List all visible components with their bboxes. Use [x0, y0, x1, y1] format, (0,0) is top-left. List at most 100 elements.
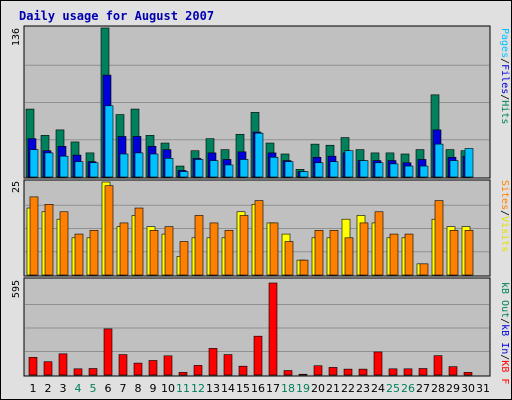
- bar-pages-day-13: [209, 160, 219, 178]
- legend-kb-in: kB In: [499, 324, 510, 354]
- x-tick-day-20: 20: [311, 382, 325, 395]
- x-tick-day-15: 15: [236, 382, 250, 395]
- bar-pages-day-19: [299, 171, 309, 178]
- bar-kbf-day-1: [28, 357, 38, 376]
- bar-pages-day-5: [89, 162, 99, 178]
- bar-sites-day-4: [74, 233, 84, 276]
- bar-kbf-day-23: [358, 368, 368, 376]
- x-tick-day-24: 24: [371, 382, 385, 395]
- x-tick-day-17: 17: [266, 382, 280, 395]
- legend-sep-4: /: [499, 354, 510, 360]
- bar-pages-day-11: [179, 171, 189, 178]
- legend-sep-2: /: [499, 94, 510, 100]
- bar-pages-day-15: [239, 159, 249, 178]
- bar-sites-day-13: [209, 222, 219, 276]
- legend-files: Files: [499, 64, 510, 94]
- legend-kb-f: KB F: [499, 360, 510, 384]
- bar-sites-day-7: [119, 222, 129, 276]
- bar-sites-day-10: [164, 226, 174, 276]
- bar-kbf-day-7: [118, 354, 128, 376]
- legend-sep-1: /: [499, 58, 510, 64]
- bar-pages-day-29: [449, 160, 459, 178]
- bar-sites-day-24: [374, 211, 384, 276]
- bar-sites-day-3: [59, 211, 69, 276]
- x-tick-day-7: 7: [120, 382, 127, 395]
- bar-sites-day-21: [329, 230, 339, 276]
- bar-kbf-day-28: [433, 355, 443, 376]
- bar-kbf-day-12: [193, 365, 203, 376]
- bar-pages-day-2: [44, 152, 54, 178]
- x-tick-day-27: 27: [416, 382, 430, 395]
- bar-kbf-day-13: [208, 348, 218, 376]
- bar-sites-day-30: [464, 230, 474, 276]
- bar-pages-day-6: [104, 105, 114, 178]
- bar-sites-day-18: [284, 241, 294, 276]
- bar-pages-day-30: [464, 148, 474, 178]
- x-tick-day-28: 28: [431, 382, 445, 395]
- bar-kbf-day-24: [373, 351, 383, 376]
- bar-sites-day-23: [359, 222, 369, 276]
- bar-sites-day-14: [224, 230, 234, 276]
- bar-pages-day-23: [359, 160, 369, 178]
- bar-pages-day-3: [59, 155, 69, 178]
- bar-sites-day-9: [149, 230, 159, 276]
- bar-sites-day-12: [194, 215, 204, 276]
- bar-pages-day-20: [314, 162, 324, 178]
- legend-sites: Sites: [499, 180, 510, 210]
- x-tick-day-18: 18: [281, 382, 295, 395]
- bar-kbf-day-27: [418, 368, 428, 376]
- x-tick-day-13: 13: [206, 382, 220, 395]
- x-tick-day-2: 2: [45, 382, 52, 395]
- x-tick-day-8: 8: [135, 382, 142, 395]
- bar-sites-day-16: [254, 200, 264, 276]
- bar-kbf-day-25: [388, 368, 398, 376]
- bar-sites-day-17: [269, 222, 279, 276]
- bar-kbf-day-15: [238, 365, 248, 376]
- bar-pages-day-16: [254, 132, 264, 178]
- bar-pages-day-8: [134, 152, 144, 178]
- x-tick-day-1: 1: [30, 382, 37, 395]
- y-max-top: 136: [11, 28, 22, 46]
- x-tick-day-6: 6: [105, 382, 112, 395]
- x-tick-day-3: 3: [60, 382, 67, 395]
- bar-pages-day-27: [419, 165, 429, 178]
- bar-pages-day-9: [149, 153, 159, 178]
- bar-kbf-day-11: [178, 372, 188, 376]
- bar-kbf-day-29: [448, 366, 458, 376]
- bar-pages-day-4: [74, 161, 84, 178]
- bar-sites-day-1: [29, 196, 39, 276]
- bar-sites-day-20: [314, 230, 324, 276]
- bar-pages-day-25: [389, 163, 399, 178]
- bar-kbf-day-20: [313, 365, 323, 376]
- bar-pages-day-22: [344, 150, 354, 178]
- bar-sites-day-2: [44, 204, 54, 276]
- x-tick-day-21: 21: [326, 382, 340, 395]
- bar-sites-day-8: [134, 207, 144, 276]
- page-title: Daily usage for August 2007: [19, 9, 215, 23]
- legend-sep-3: /: [499, 210, 510, 216]
- bar-pages-day-24: [374, 162, 384, 178]
- bar-kbf-day-14: [223, 354, 233, 376]
- bar-kbf-day-18: [283, 370, 293, 376]
- x-tick-day-12: 12: [191, 382, 205, 395]
- bar-kbf-day-21: [328, 367, 338, 376]
- bar-kbf-day-2: [43, 361, 53, 376]
- bar-sites-day-22: [344, 237, 354, 276]
- x-axis-day-labels: 1 2 3 4 5 6 7 8 9 10 11 12 13 14 15 16 17 18 19 20 21 22 23 24 2…: [30, 382, 491, 395]
- bar-pages-day-7: [119, 153, 129, 178]
- bar-kbf-day-10: [163, 355, 173, 376]
- bar-sites-day-15: [239, 215, 249, 276]
- x-tick-day-23: 23: [356, 382, 370, 395]
- bar-kbf-day-4: [73, 368, 83, 376]
- x-tick-day-10: 10: [161, 382, 175, 395]
- bar-sites-day-26: [404, 233, 414, 276]
- x-tick-day-30: 30: [461, 382, 475, 395]
- bar-kbf-day-3: [58, 353, 68, 376]
- legend-top: Pages/Files/Hits: [499, 28, 510, 124]
- bar-pages-day-18: [284, 161, 294, 178]
- legend-visits: Visits: [499, 216, 510, 252]
- bar-kbf-day-22: [343, 368, 353, 376]
- x-tick-day-5: 5: [90, 382, 97, 395]
- x-tick-day-31: 31: [476, 382, 490, 395]
